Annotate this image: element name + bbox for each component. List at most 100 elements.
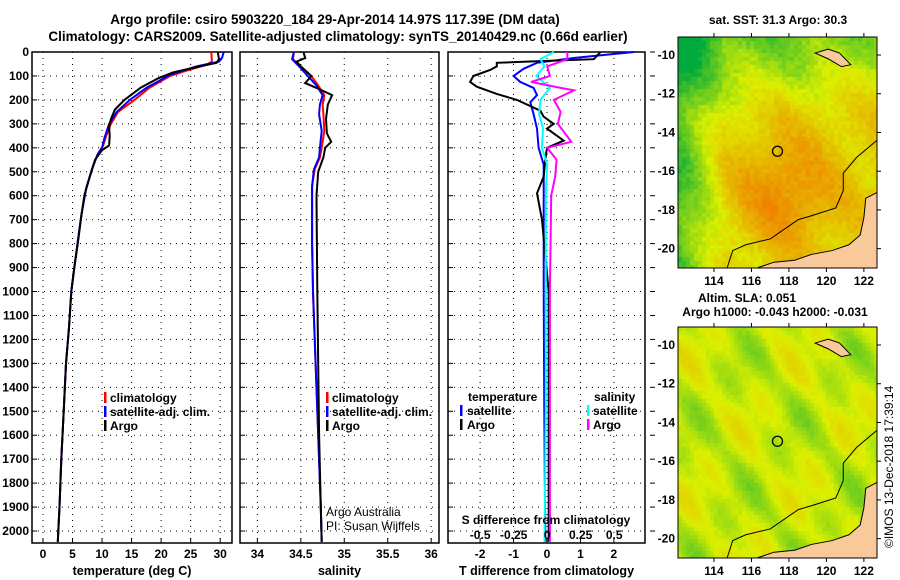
- x-axis-label: T difference from climatology: [459, 564, 634, 578]
- y-tick-label: 500: [9, 165, 29, 179]
- x-tick-label: 2: [611, 547, 618, 561]
- land-shape: [756, 191, 878, 269]
- plot-frame: [31, 51, 233, 544]
- lon-tick-label: 114: [704, 274, 724, 288]
- series-line-argo: [294, 51, 334, 542]
- lon-tick-label: 122: [854, 564, 874, 578]
- y-tick-label: 1900: [2, 500, 29, 514]
- plot-frame: [239, 51, 440, 544]
- y-tick-label: 700: [9, 213, 29, 227]
- y-tick-label: 600: [9, 189, 29, 203]
- lat-tick-label: -20: [658, 242, 676, 256]
- x-tick-label: 35.5: [376, 547, 400, 561]
- legend-swatch: [104, 406, 107, 417]
- salinity-panel: 34 34.5 35 35.5 36 salinity climatologysatelli…: [239, 51, 440, 578]
- x-axis-label: salinity: [318, 564, 361, 578]
- map-frame: [677, 326, 878, 559]
- lon-tick-label: 120: [816, 274, 836, 288]
- plot-frame: [447, 51, 646, 544]
- lat-tick-label: -12: [658, 377, 676, 391]
- x-tick-label: 1: [577, 547, 584, 561]
- sla-map-subtitle: Argo h1000: -0.043 h2000: -0.031: [682, 305, 868, 319]
- series-line-satellite-adj-clim-: [290, 51, 324, 542]
- title-line-1: Argo profile: csiro 5903220_184 29-Apr-2…: [110, 12, 559, 27]
- legend-swatch: [460, 419, 463, 430]
- y-tick-label: 900: [9, 261, 29, 275]
- argo-location-marker: [771, 145, 784, 157]
- lat-tick-label: -14: [658, 125, 676, 139]
- secondary-tick-label: 0.25: [569, 528, 593, 542]
- y-tick-label: 0: [22, 45, 29, 59]
- series-line-temperature-argo: [468, 51, 602, 542]
- legend-label: climatology: [110, 391, 177, 405]
- secondary-axis-label: S difference from climatology: [462, 513, 631, 527]
- lon-tick-label: 120: [816, 564, 836, 578]
- y-tick-label: 400: [9, 141, 29, 155]
- legend-label: Argo: [593, 418, 621, 432]
- x-tick-label: 5: [69, 547, 76, 561]
- annotation-text: Argo Australia: [326, 505, 401, 519]
- legend-swatch: [460, 405, 463, 416]
- x-tick-label: 20: [154, 547, 168, 561]
- x-tick-label: 35: [338, 547, 352, 561]
- legend-label: satellite: [593, 404, 638, 418]
- x-tick-label: 34: [251, 547, 265, 561]
- y-tick-label: 1500: [2, 404, 29, 418]
- land-shape: [756, 481, 878, 559]
- lat-tick-label: -20: [658, 532, 676, 546]
- legend-swatch: [326, 392, 329, 403]
- y-tick-label: 1700: [2, 452, 29, 466]
- series-line-satellite-adj-clim-: [56, 51, 225, 542]
- x-tick-label: 34.5: [289, 547, 313, 561]
- legend-label: Argo: [332, 419, 360, 433]
- y-tick-label: 1200: [2, 332, 29, 346]
- legend-swatch: [326, 406, 329, 417]
- sst-map-title: sat. SST: 31.3 Argo: 30.3: [709, 13, 848, 27]
- x-tick-label: 25: [184, 547, 198, 561]
- secondary-tick-label: -0.5: [470, 528, 491, 542]
- sla-map: 114 116 118 120 122 -10 -12 -14 -16 -18 -20: [658, 323, 881, 578]
- legend-swatch: [104, 420, 107, 431]
- x-tick-label: 0: [40, 547, 47, 561]
- x-tick-label: -2: [475, 547, 486, 561]
- y-tick-label: 2000: [2, 524, 29, 538]
- x-tick-label: 15: [125, 547, 139, 561]
- sla-map-image: [678, 327, 877, 558]
- y-tick-label: 1300: [2, 356, 29, 370]
- lon-tick-label: 114: [704, 564, 724, 578]
- sla-map-title: Altim. SLA: 0.051: [698, 291, 796, 305]
- y-tick-label: 800: [9, 237, 29, 251]
- credit-text: ©IMOS 13-Dec-2018 17:39:14: [882, 385, 896, 548]
- x-tick-label: 0: [544, 547, 551, 561]
- legend-title-temperature: temperature: [468, 390, 538, 404]
- legend-swatch: [326, 420, 329, 431]
- y-tick-label: 1800: [2, 476, 29, 490]
- temperature-panel: 0 5 10 15 20 25 30 temperature (deg C) 0 100 200 30…: [2, 45, 233, 578]
- legend-swatch: [587, 419, 590, 430]
- series-line-climatology: [56, 51, 213, 542]
- legend-swatch: [587, 405, 590, 416]
- lon-tick-label: 122: [854, 274, 874, 288]
- x-axis-label: temperature (deg C): [73, 564, 192, 578]
- lat-tick-label: -18: [658, 493, 676, 507]
- legend-label: climatology: [332, 391, 399, 405]
- x-tick-label: -1: [508, 547, 519, 561]
- series-line-salinity-argo: [530, 52, 578, 542]
- lat-tick-label: -16: [658, 454, 676, 468]
- legend-label: satellite-adj. clim.: [332, 405, 432, 419]
- lat-tick-label: -10: [658, 338, 676, 352]
- difference-panel: -2 -1 0 1 2 T difference from climatology temp…: [447, 51, 655, 578]
- lon-tick-label: 118: [779, 274, 799, 288]
- legend-label: Argo: [110, 419, 138, 433]
- secondary-tick-label: -0.25: [500, 528, 528, 542]
- secondary-tick-label: 0.5: [606, 528, 623, 542]
- series-line-argo: [56, 51, 221, 542]
- lon-tick-label: 116: [742, 564, 762, 578]
- secondary-tick-label: 0: [544, 528, 551, 542]
- legend-title-salinity: salinity: [594, 390, 636, 404]
- lon-tick-label: 118: [779, 564, 799, 578]
- bathymetry-contour: [726, 139, 878, 269]
